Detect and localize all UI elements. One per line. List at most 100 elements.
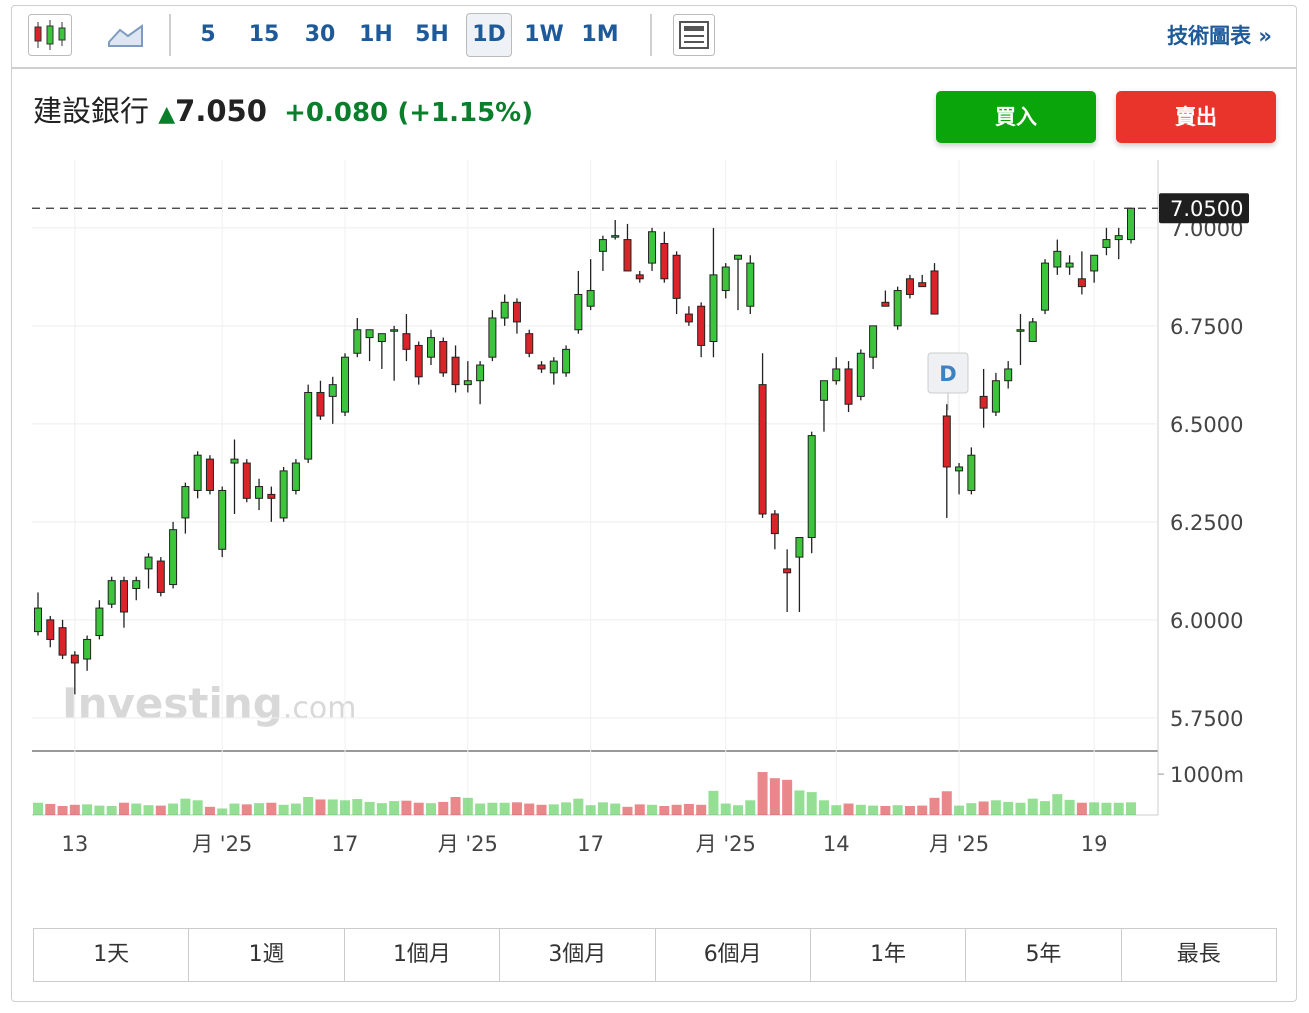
volume-bar bbox=[585, 805, 596, 815]
volume-bar bbox=[45, 803, 56, 815]
volume-bar bbox=[818, 800, 829, 815]
range-button[interactable]: 最長 bbox=[1176, 942, 1221, 967]
y-tick-label: 6.5000 bbox=[1170, 413, 1243, 437]
interval-button[interactable]: 1M bbox=[581, 22, 619, 47]
volume-tick-label: 1000m bbox=[1170, 763, 1244, 787]
candle-body bbox=[869, 325, 878, 358]
candle-body bbox=[598, 239, 607, 252]
marker-box bbox=[927, 352, 969, 394]
volume-bar bbox=[868, 805, 879, 815]
advanced-chart-link[interactable]: 技術圖表 » bbox=[1167, 24, 1272, 48]
candle-body bbox=[230, 458, 239, 464]
candle-body bbox=[95, 607, 104, 637]
volume-bar bbox=[794, 790, 805, 815]
range-button[interactable]: 1個月 bbox=[345, 929, 501, 981]
candle-body bbox=[684, 313, 693, 323]
candle-body bbox=[918, 282, 927, 288]
interval-button[interactable]: 15 bbox=[248, 22, 280, 47]
volume-bar bbox=[806, 792, 817, 815]
range-button[interactable]: 1週 bbox=[189, 929, 345, 981]
candle-body bbox=[635, 274, 644, 280]
candle-body bbox=[1102, 239, 1111, 248]
x-tick-label: 13 bbox=[61, 832, 88, 856]
range-button[interactable]: 5年 bbox=[966, 929, 1122, 981]
interval-button[interactable]: 1W bbox=[524, 22, 564, 47]
candle-body bbox=[156, 560, 165, 593]
candle-body bbox=[291, 462, 300, 491]
price-tag bbox=[1159, 193, 1249, 224]
candle-body bbox=[1127, 207, 1135, 241]
volume-bar bbox=[978, 801, 989, 815]
candle-body bbox=[414, 344, 423, 378]
volume-bar bbox=[745, 800, 756, 815]
volume-bar bbox=[106, 806, 117, 815]
volume-bar bbox=[524, 803, 535, 815]
candle-icon[interactable] bbox=[28, 14, 72, 56]
candle-body bbox=[660, 243, 669, 280]
candle-body bbox=[979, 395, 988, 409]
range-button[interactable]: 3個月 bbox=[500, 929, 656, 981]
interval-button[interactable]: 5H bbox=[415, 22, 449, 47]
volume-bar bbox=[831, 805, 842, 815]
candle-body bbox=[255, 486, 264, 499]
range-button[interactable]: 1天 bbox=[34, 929, 190, 981]
line-icon[interactable] bbox=[106, 20, 146, 50]
candle-body bbox=[83, 638, 92, 660]
volume-bar bbox=[880, 806, 891, 815]
candle-body bbox=[967, 454, 976, 491]
candle-body bbox=[611, 235, 620, 238]
volume-bar bbox=[733, 805, 744, 815]
news-icon[interactable] bbox=[673, 14, 715, 56]
volume-bar bbox=[1064, 799, 1075, 815]
volume-bar bbox=[303, 797, 314, 815]
volume-bar bbox=[769, 778, 780, 815]
volume-bar bbox=[278, 804, 289, 815]
candle-body bbox=[304, 391, 313, 460]
volume-bar bbox=[708, 790, 719, 815]
volume-bar bbox=[941, 791, 952, 815]
x-tick-label: 17 bbox=[577, 832, 604, 856]
quote-header: 建設銀行 ▲7.050 +0.080 (+1.15%) bbox=[33, 88, 533, 130]
candle-body bbox=[807, 435, 816, 539]
y-tick-label: 6.7500 bbox=[1170, 315, 1243, 339]
interval-button[interactable]: 1D bbox=[466, 13, 512, 57]
volume-bar bbox=[425, 803, 436, 815]
candle-body bbox=[500, 301, 509, 319]
candle-body bbox=[1090, 254, 1099, 272]
volume-bar bbox=[438, 801, 449, 815]
sell-button[interactable]: 賣出 bbox=[1116, 91, 1276, 143]
candle-body bbox=[1028, 321, 1037, 343]
volume-bar bbox=[487, 802, 498, 815]
candle-body bbox=[525, 333, 534, 354]
candle-body bbox=[365, 329, 374, 339]
volume-bar bbox=[1076, 802, 1087, 815]
candle-body bbox=[893, 290, 902, 327]
range-button[interactable]: 6個月 bbox=[656, 929, 811, 981]
range-button[interactable]: 1年 bbox=[811, 929, 967, 981]
candle-body bbox=[267, 493, 276, 499]
volume-bar bbox=[1052, 794, 1063, 815]
candle-body bbox=[476, 364, 485, 382]
volume-bar bbox=[683, 803, 694, 815]
volume-bar bbox=[315, 799, 326, 815]
candle-body bbox=[205, 458, 214, 491]
candle-body bbox=[734, 254, 743, 260]
volume-bar bbox=[904, 806, 915, 815]
last-price: 7.050 bbox=[175, 94, 267, 128]
separator bbox=[650, 14, 652, 56]
volume-bar bbox=[254, 803, 265, 815]
volume-bar bbox=[389, 801, 400, 815]
interval-button[interactable]: 5 bbox=[200, 22, 216, 47]
volume-bar bbox=[192, 800, 203, 815]
candle-body bbox=[623, 239, 632, 272]
volume-bar bbox=[573, 798, 584, 815]
candle-body bbox=[955, 466, 964, 472]
volume-bar bbox=[69, 804, 80, 815]
interval-button[interactable]: 30 bbox=[304, 22, 336, 47]
volume-bar bbox=[82, 804, 93, 815]
buy-button[interactable]: 買入 bbox=[936, 91, 1096, 143]
candle-body bbox=[574, 293, 583, 331]
candle-body bbox=[795, 537, 804, 558]
interval-button[interactable]: 1H bbox=[359, 22, 393, 47]
watermark-suffix: .com bbox=[283, 691, 357, 726]
